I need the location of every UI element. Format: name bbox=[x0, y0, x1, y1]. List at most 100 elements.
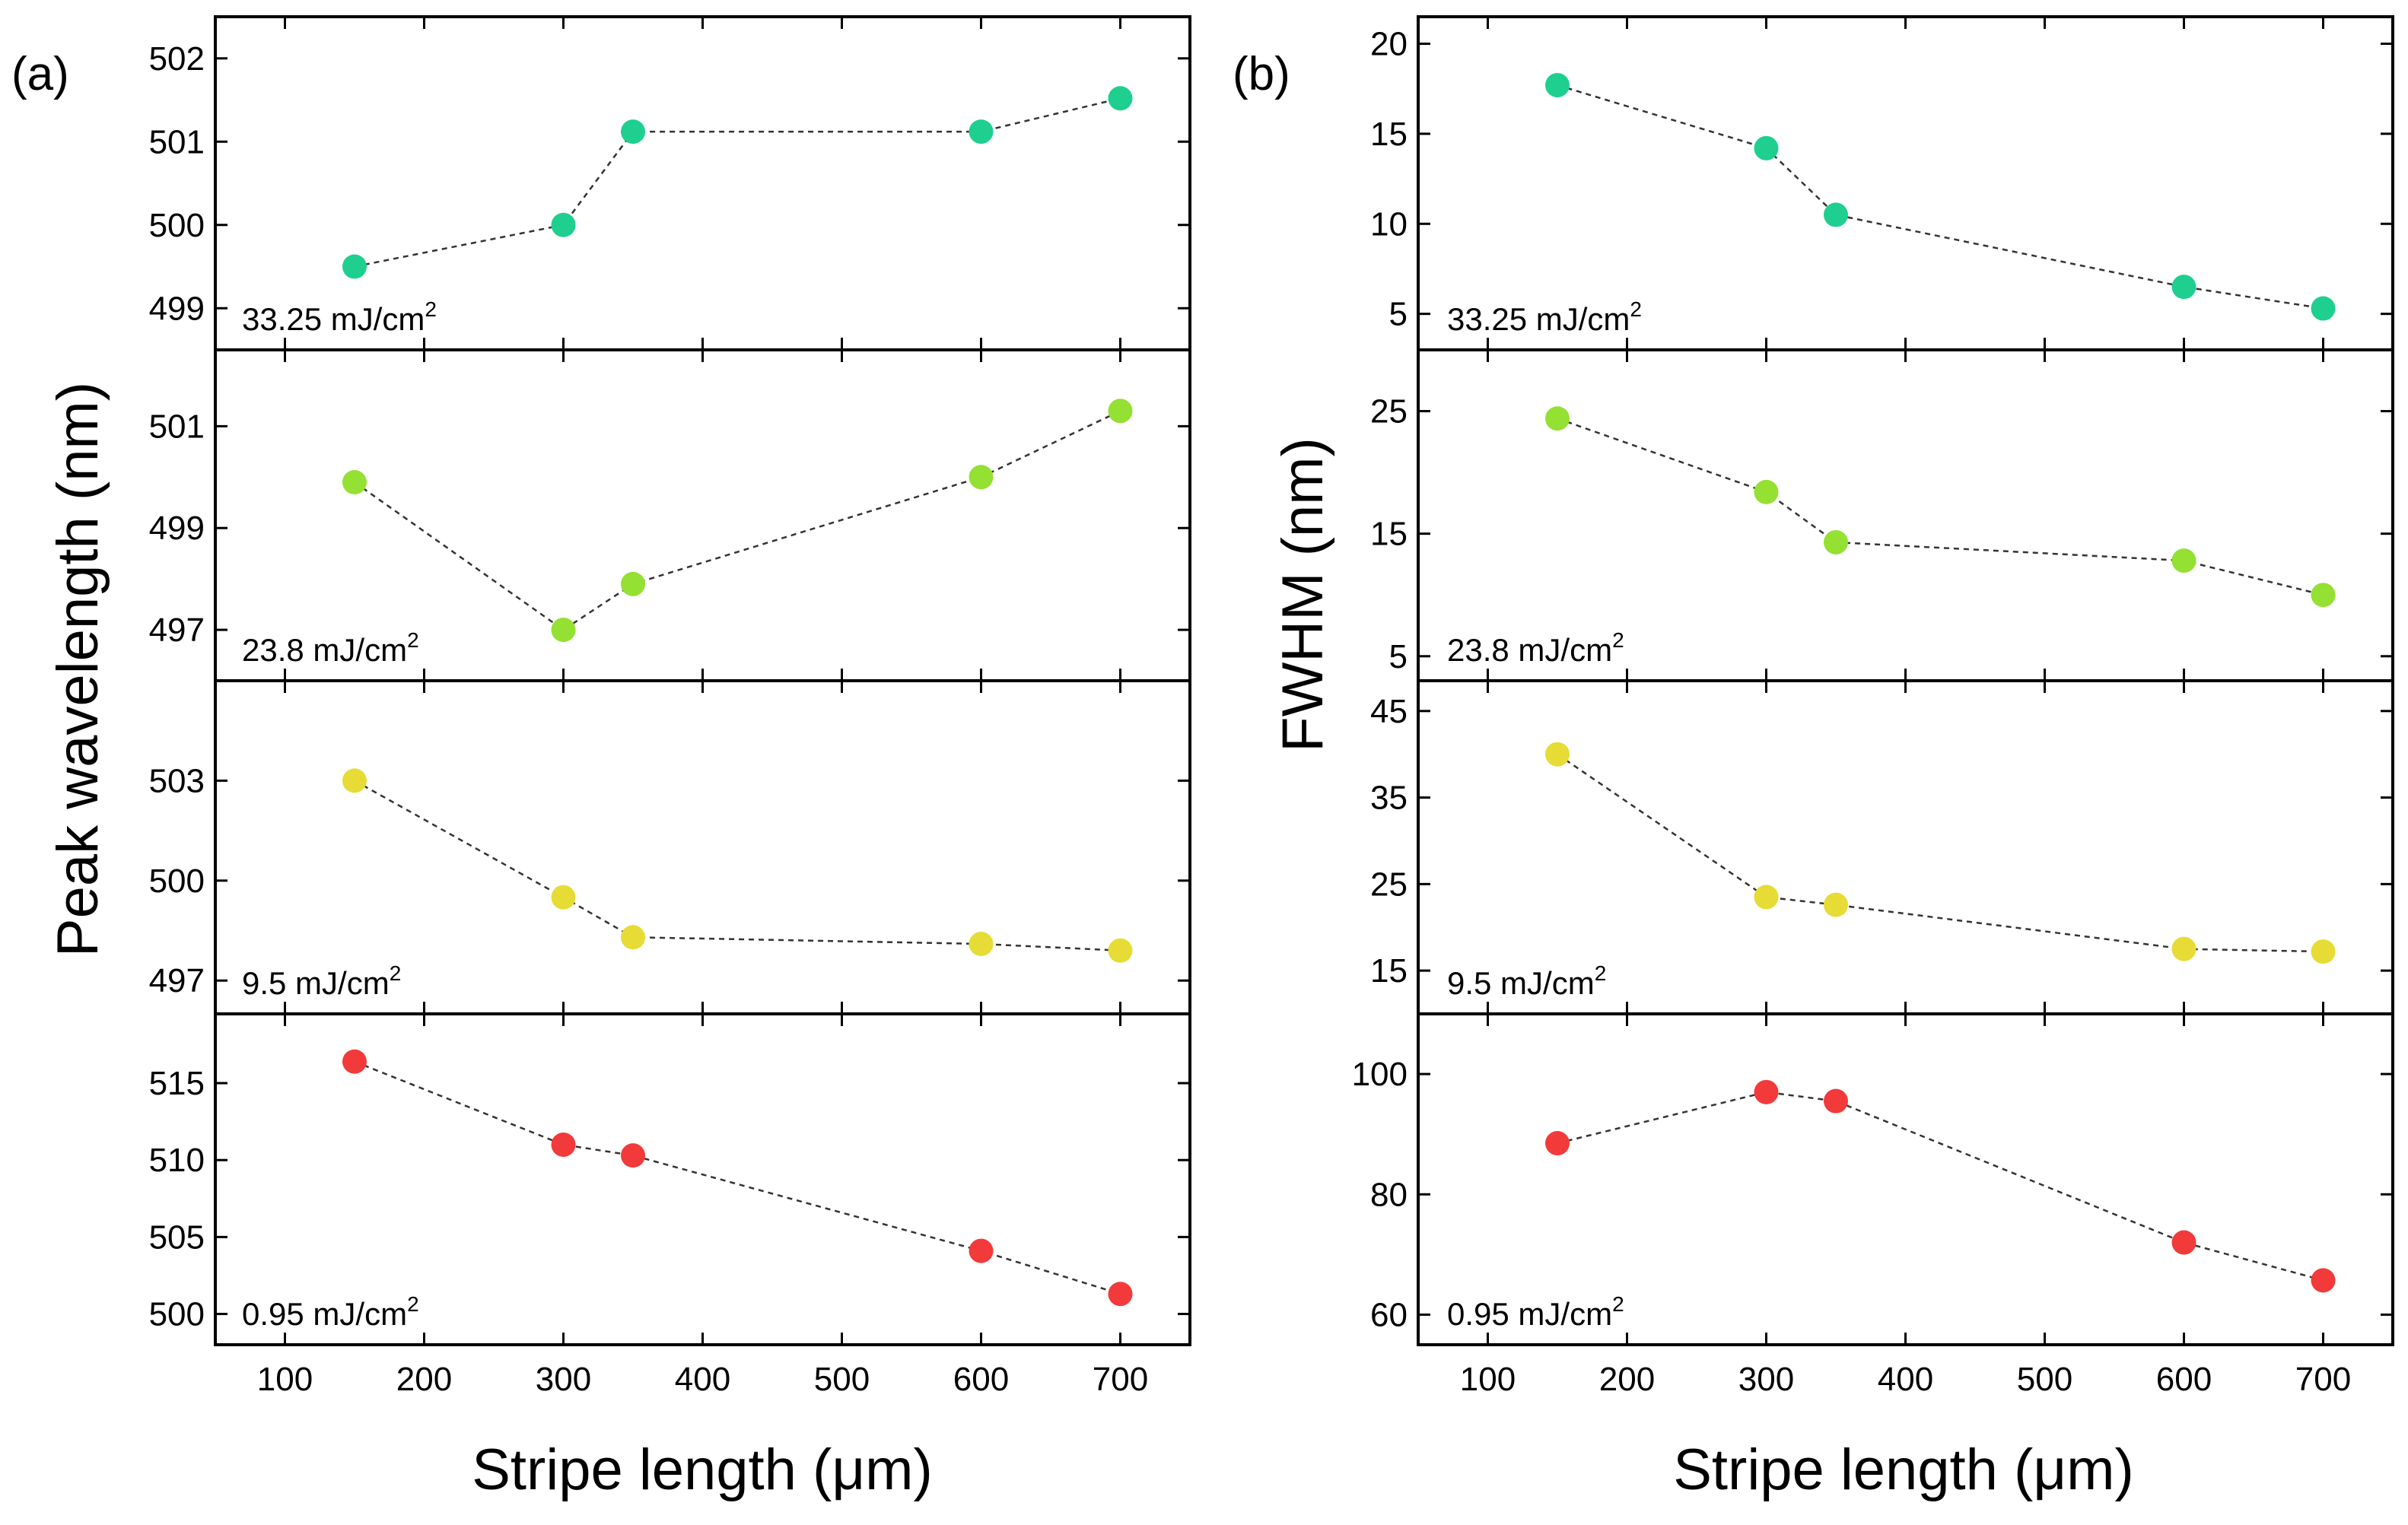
y-tick-label: 505 bbox=[149, 1218, 205, 1256]
y-axis-title: FWHM (nm) bbox=[1271, 437, 1335, 752]
data-point bbox=[2171, 548, 2196, 573]
x-tick-label: 600 bbox=[2156, 1361, 2212, 1398]
data-point bbox=[551, 212, 576, 237]
data-point bbox=[342, 470, 367, 494]
series-annotation: 23.8 mJ/cm2 bbox=[242, 628, 419, 668]
data-point bbox=[621, 571, 645, 596]
data-point bbox=[621, 925, 645, 950]
y-tick-label: 501 bbox=[149, 408, 205, 445]
x-tick-label: 100 bbox=[1460, 1361, 1516, 1398]
x-tick-label: 400 bbox=[1878, 1361, 1933, 1398]
subplot-2: 5 15 25 23.8 mJ/cm2 bbox=[1370, 348, 2394, 682]
data-point bbox=[2171, 1230, 2196, 1255]
series-annotation: 9.5 mJ/cm2 bbox=[1447, 961, 1606, 1001]
x-tick-label: 200 bbox=[1599, 1361, 1655, 1398]
y-axis-title: Peak wavelength (nm) bbox=[46, 382, 110, 957]
data-point bbox=[969, 932, 994, 957]
data-point bbox=[342, 254, 367, 279]
data-point bbox=[1824, 1088, 1848, 1114]
data-point bbox=[342, 1049, 367, 1074]
annotation-main: 23.8 mJ/cm bbox=[1447, 632, 1612, 668]
y-tick-label: 510 bbox=[149, 1142, 205, 1179]
data-point bbox=[1754, 1079, 1779, 1104]
data-point bbox=[1545, 72, 1570, 97]
y-tick-label: 100 bbox=[1352, 1056, 1408, 1093]
y-tick-label: 35 bbox=[1370, 780, 1408, 817]
series-line bbox=[354, 1060, 1121, 1295]
annotation-main: 0.95 mJ/cm bbox=[1447, 1296, 1612, 1332]
x-tick-label: 500 bbox=[2017, 1361, 2072, 1398]
subplot-2: 497 499 501 23.8 mJ/cm2 bbox=[149, 348, 1191, 682]
annotation-superscript: 2 bbox=[1595, 961, 1607, 985]
data-point bbox=[1824, 892, 1848, 917]
y-tick-label: 15 bbox=[1370, 952, 1408, 990]
y-tick-label: 20 bbox=[1370, 26, 1408, 63]
annotation-superscript: 2 bbox=[407, 628, 419, 652]
data-point bbox=[1754, 885, 1779, 910]
y-tick-label: 497 bbox=[149, 612, 205, 649]
y-tick-label: 501 bbox=[149, 123, 205, 160]
annotation-main: 33.25 mJ/cm bbox=[242, 301, 425, 337]
data-point bbox=[551, 885, 576, 910]
panel-b: (b) FWHM (nm) Stripe length (μm) 5 10 15 20 33.… bbox=[1233, 15, 2394, 1502]
y-tick-label: 515 bbox=[149, 1065, 205, 1102]
series-annotation: 33.25 mJ/cm2 bbox=[1447, 297, 1642, 337]
x-tick-label: 200 bbox=[396, 1361, 452, 1398]
y-tick-label: 80 bbox=[1370, 1176, 1408, 1213]
data-point bbox=[1824, 202, 1848, 227]
y-tick-label: 500 bbox=[149, 1296, 205, 1333]
x-tick-label: 300 bbox=[1738, 1361, 1794, 1398]
y-tick-label: 503 bbox=[149, 762, 205, 799]
data-point bbox=[621, 1143, 645, 1168]
y-tick-label: 497 bbox=[149, 962, 205, 999]
subplot-4: 60 80 100 0.95 mJ/cm2 bbox=[1352, 1012, 2394, 1346]
subplot-1: 5 10 15 20 33.25 mJ/cm2 bbox=[1370, 15, 2394, 351]
annotation-main: 0.95 mJ/cm bbox=[242, 1296, 407, 1332]
data-point bbox=[1108, 938, 1133, 963]
series-line bbox=[1557, 84, 2324, 310]
x-axis-title: Stripe length (μm) bbox=[1673, 1438, 2134, 1502]
y-tick-label: 499 bbox=[149, 290, 205, 327]
x-tick-label: 100 bbox=[257, 1361, 313, 1398]
panel-label: (a) bbox=[11, 48, 69, 100]
y-tick-label: 15 bbox=[1370, 516, 1408, 553]
subplot-3: 497 500 503 9.5 mJ/cm2 bbox=[149, 679, 1191, 1015]
series-line bbox=[1557, 1091, 2324, 1282]
series-annotation: 0.95 mJ/cm2 bbox=[1447, 1292, 1624, 1332]
data-point bbox=[969, 119, 994, 145]
data-point bbox=[1108, 1282, 1133, 1307]
series-annotation: 23.8 mJ/cm2 bbox=[1447, 628, 1624, 668]
subplot-4: 500 505 510 515 0.95 mJ/cm2 bbox=[149, 1012, 1191, 1346]
data-point bbox=[1108, 399, 1133, 424]
x-tick-label: 500 bbox=[814, 1361, 870, 1398]
annotation-superscript: 2 bbox=[1630, 297, 1642, 321]
data-point bbox=[2311, 1268, 2336, 1293]
data-point bbox=[2311, 296, 2336, 321]
x-tick-label: 400 bbox=[675, 1361, 730, 1398]
data-point bbox=[1824, 529, 1848, 554]
y-tick-label: 500 bbox=[149, 207, 205, 244]
data-point bbox=[2311, 583, 2336, 608]
annotation-main: 23.8 mJ/cm bbox=[242, 632, 407, 668]
y-tick-label: 502 bbox=[149, 40, 205, 78]
annotation-superscript: 2 bbox=[407, 1292, 419, 1316]
x-axis-title: Stripe length (μm) bbox=[472, 1438, 933, 1502]
panel-a: (a) Peak wavelength (nm) Stripe length (μm… bbox=[11, 15, 1191, 1502]
panel-label: (b) bbox=[1233, 48, 1290, 100]
annotation-main: 33.25 mJ/cm bbox=[1447, 301, 1630, 337]
annotation-superscript: 2 bbox=[1612, 1292, 1624, 1316]
x-tick-label: 300 bbox=[536, 1361, 591, 1398]
data-point bbox=[1545, 406, 1570, 431]
annotation-main: 9.5 mJ/cm bbox=[1447, 965, 1595, 1001]
data-point bbox=[1545, 1131, 1570, 1156]
series-annotation: 0.95 mJ/cm2 bbox=[242, 1292, 419, 1332]
y-tick-label: 10 bbox=[1370, 205, 1408, 243]
annotation-main: 9.5 mJ/cm bbox=[242, 965, 390, 1001]
x-tick-label: 600 bbox=[953, 1361, 1009, 1398]
data-point bbox=[551, 1132, 576, 1157]
data-point bbox=[342, 768, 367, 793]
data-point bbox=[2311, 939, 2336, 964]
data-point bbox=[551, 618, 576, 643]
data-point bbox=[1545, 742, 1570, 767]
